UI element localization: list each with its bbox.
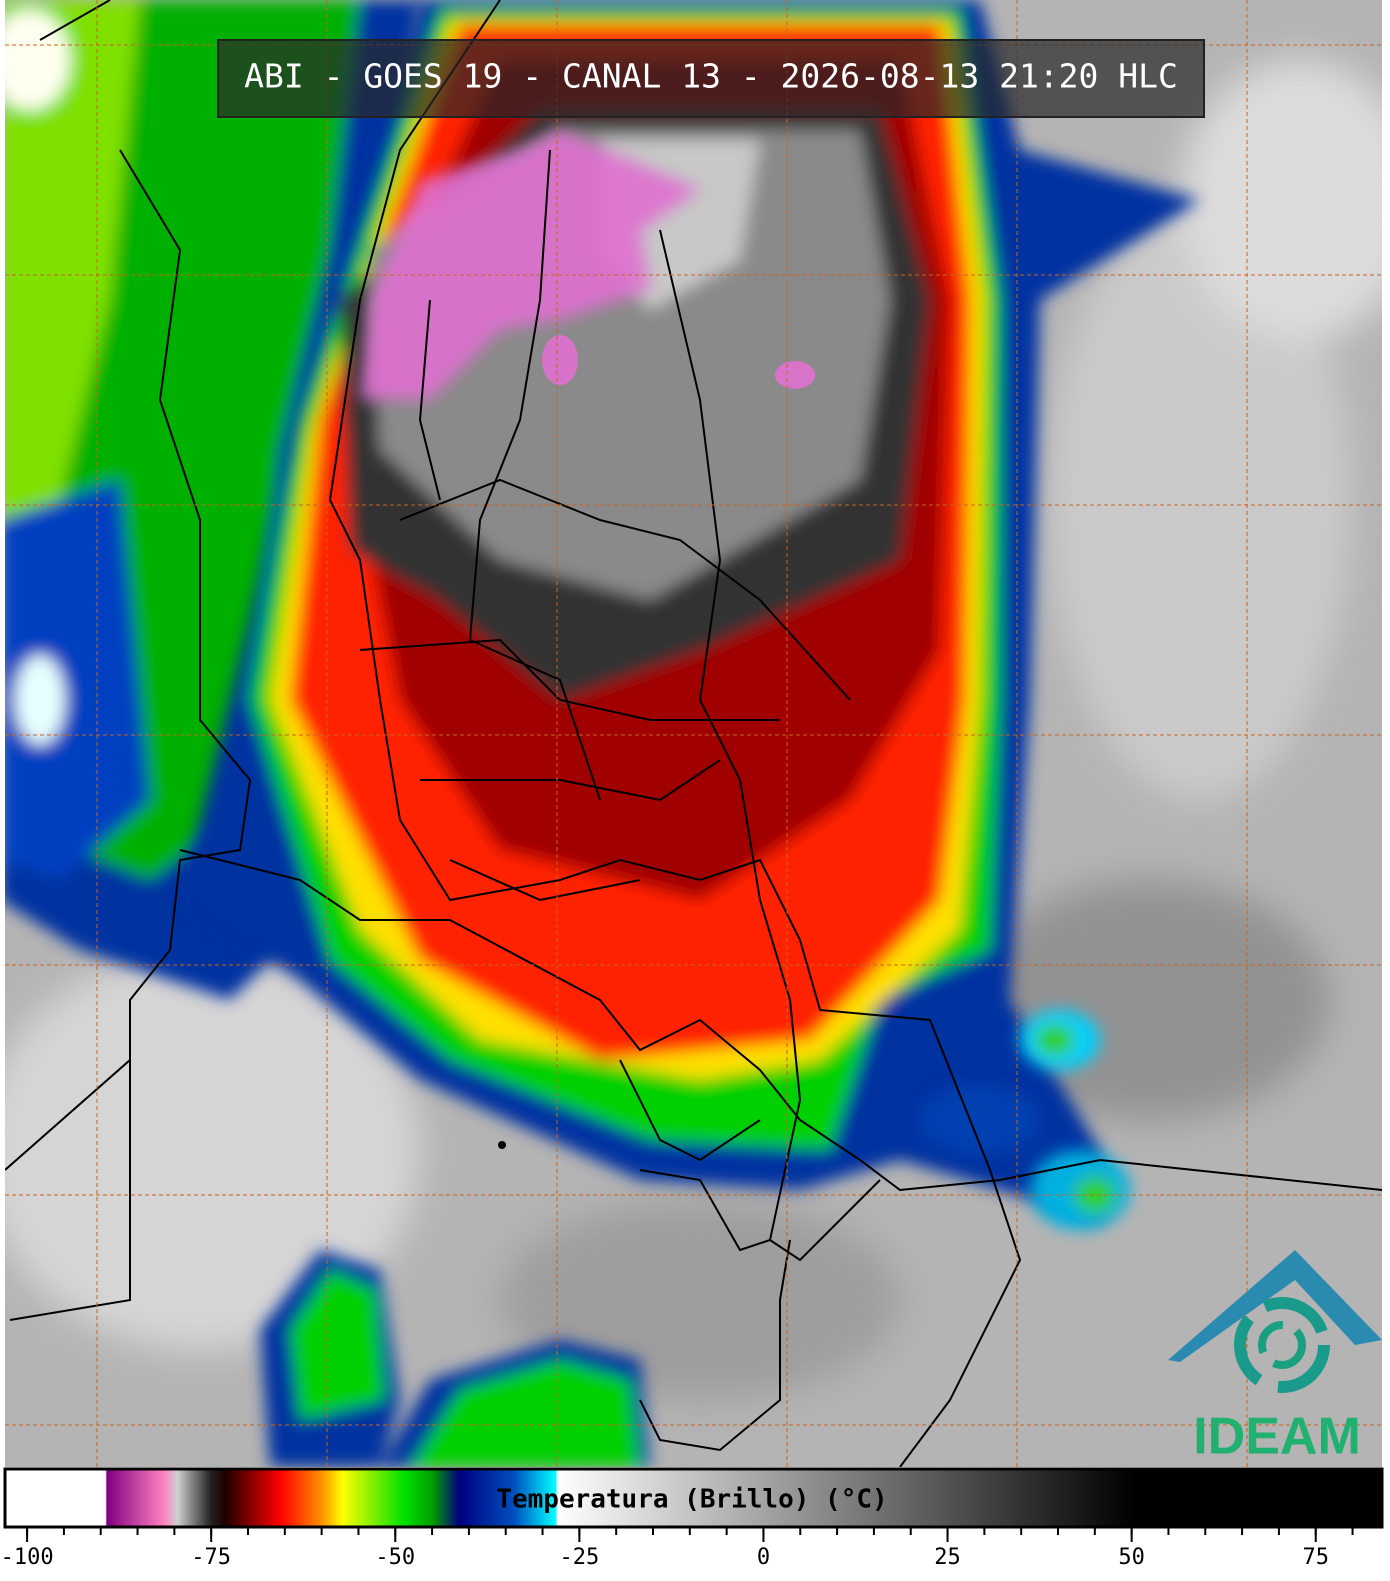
- title-box: [217, 39, 1205, 118]
- tick-label: -75: [191, 1545, 231, 1570]
- tick-label: 0: [757, 1545, 770, 1570]
- logo-text: IDEAM: [1193, 1408, 1361, 1466]
- tick-label: -25: [559, 1545, 599, 1570]
- tick-label: -50: [375, 1545, 415, 1570]
- tick-label: 50: [1118, 1545, 1145, 1570]
- colorbar-label: Temperatura (Brillo) (°C): [496, 1485, 887, 1515]
- tick-label: -100: [1, 1545, 54, 1570]
- tick-label: 75: [1302, 1545, 1329, 1570]
- map: ABI - GOES 19 - CANAL 13 - 2026-08-13 21…: [5, 0, 1382, 1467]
- colorbar: [3, 1467, 1384, 1529]
- title: ABI - GOES 19 - CANAL 13 - 2026-08-13 21…: [244, 57, 1178, 96]
- logo: IDEAM: [1168, 1250, 1382, 1466]
- tick-label: 25: [934, 1545, 961, 1570]
